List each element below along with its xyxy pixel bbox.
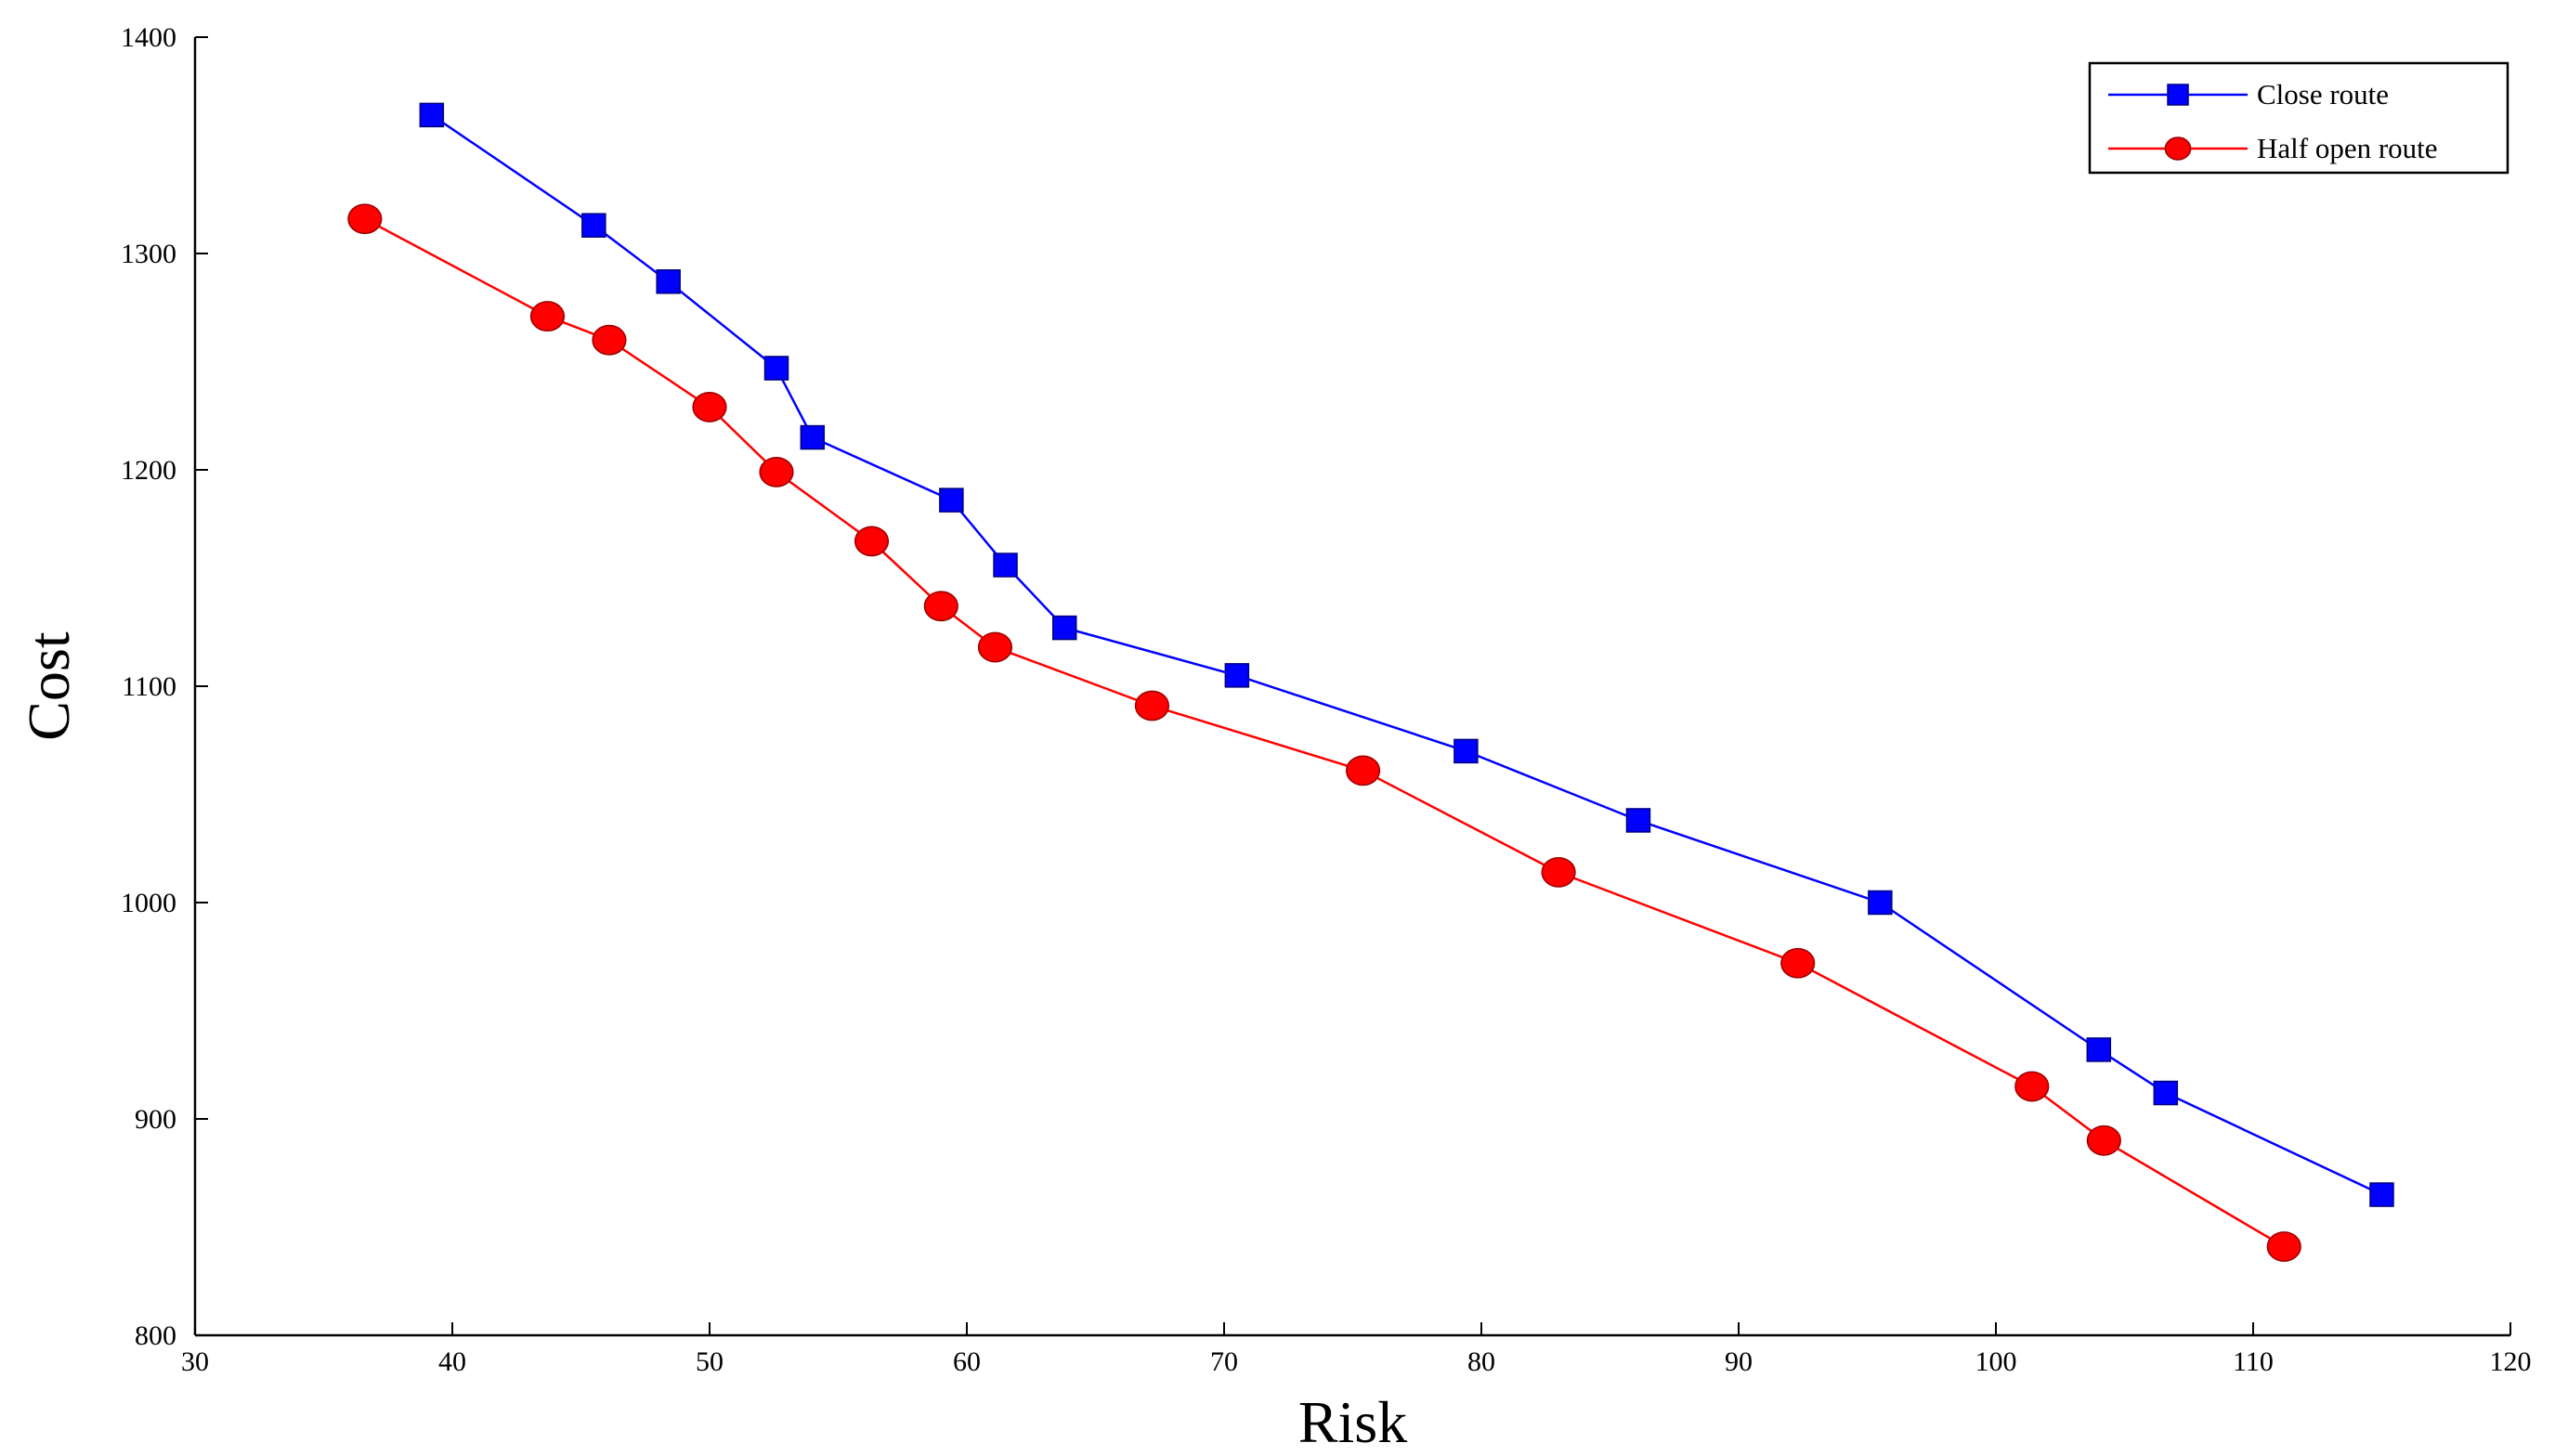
x-tick-label: 100 [1975, 1346, 2017, 1377]
data-point [1625, 808, 1651, 833]
legend-label: Half open route [2257, 132, 2438, 164]
legend-box [2088, 61, 2509, 175]
y-tick-label: 1300 [121, 239, 176, 269]
data-point [993, 552, 1018, 578]
data-point [2086, 1037, 2112, 1062]
y-axis-title: Cost [16, 631, 82, 741]
data-point [2369, 1182, 2394, 1207]
data-point [763, 356, 789, 381]
series-line [431, 113, 2383, 1196]
legend-marker [2164, 136, 2192, 161]
x-tick-label: 70 [1210, 1346, 1238, 1377]
data-point [977, 631, 1013, 663]
data-point [529, 301, 566, 332]
series-close-route [419, 102, 2394, 1207]
x-tick-label: 120 [2490, 1346, 2532, 1377]
x-tick-label: 90 [1725, 1346, 1753, 1377]
data-point [1224, 663, 1250, 688]
data-point [2014, 1071, 2050, 1102]
x-tick-label: 30 [181, 1346, 209, 1377]
x-tick-label: 60 [953, 1346, 981, 1377]
data-point [1868, 890, 1893, 916]
y-tick-label: 1200 [121, 455, 176, 486]
data-point [692, 392, 727, 422]
legend: Close route Half open route [2088, 61, 2509, 175]
data-point [347, 203, 383, 235]
data-point [581, 213, 606, 238]
legend-marker [2167, 84, 2189, 106]
data-point [1453, 738, 1479, 764]
series-half-open-route [347, 203, 2301, 1262]
data-point [2153, 1080, 2179, 1106]
x-tick-label: 110 [2233, 1346, 2274, 1377]
data-point [656, 269, 681, 294]
y-tick-label: 1400 [121, 22, 176, 53]
data-point [800, 424, 826, 450]
data-point [1780, 947, 1816, 979]
axes: 30 40 50 60 70 80 90 100 110 120 800 900 1000 1100 120… [121, 22, 2532, 1377]
data-point [1052, 615, 1077, 641]
data-point [419, 102, 445, 128]
data-point [2086, 1124, 2121, 1156]
data-point [2266, 1231, 2301, 1262]
x-axis-title: Risk [1298, 1389, 1407, 1455]
data-point [592, 324, 627, 356]
data-point [1134, 690, 1170, 722]
legend-label: Close route [2257, 78, 2389, 110]
y-tick-label: 1100 [122, 671, 176, 702]
plot-area [347, 102, 2394, 1262]
data-point [923, 591, 958, 622]
y-tick-label: 1000 [121, 888, 176, 918]
data-point [759, 456, 794, 488]
x-tick-label: 40 [438, 1346, 466, 1377]
data-point [1345, 755, 1381, 786]
x-tick-label: 50 [696, 1346, 723, 1377]
data-point [854, 526, 890, 557]
y-tick-label: 900 [135, 1104, 176, 1135]
y-tick-label: 800 [135, 1320, 176, 1351]
data-point [939, 488, 964, 513]
series-line [364, 217, 2285, 1248]
data-point [1541, 856, 1576, 888]
x-tick-label: 80 [1467, 1346, 1495, 1377]
